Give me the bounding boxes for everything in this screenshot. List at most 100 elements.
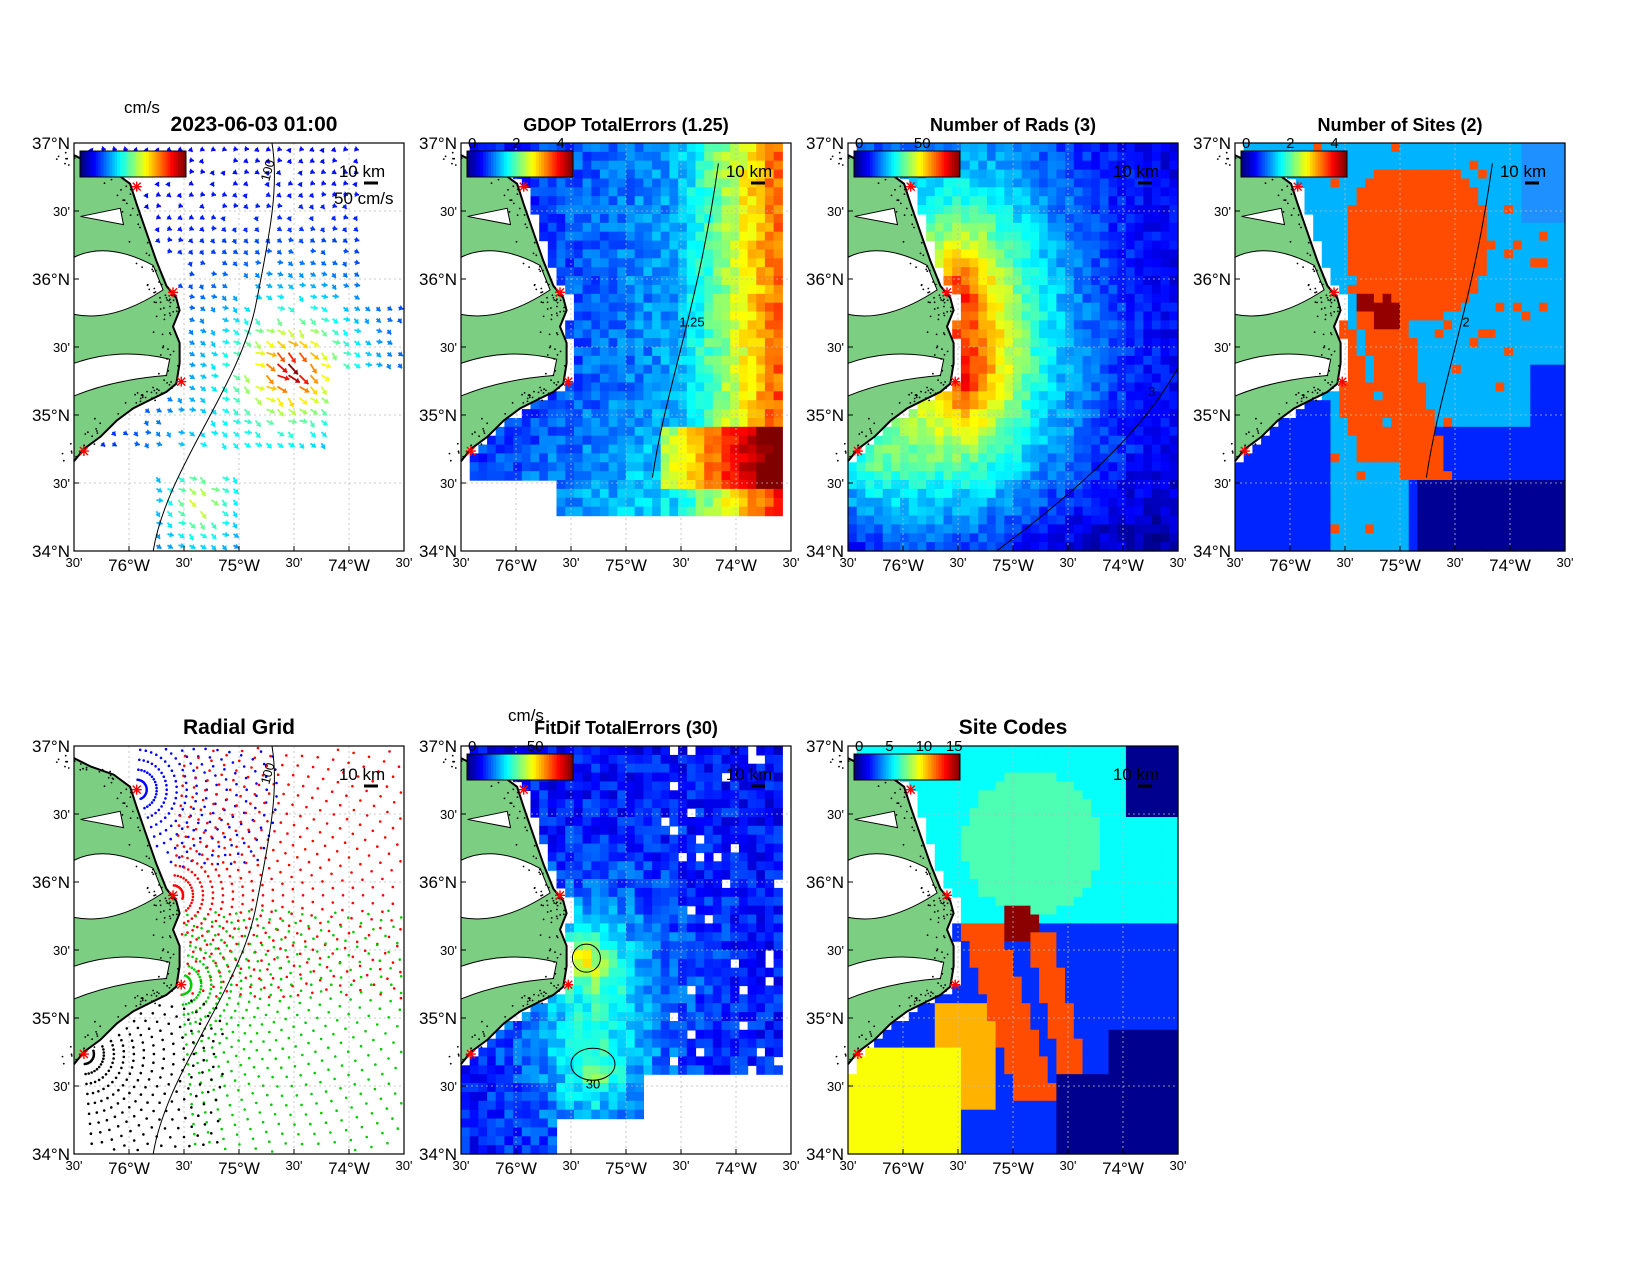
- site-marker: [905, 181, 916, 192]
- inlet: [80, 810, 125, 829]
- lon-label: 76°W: [882, 1159, 924, 1178]
- panel-frame: [460, 142, 792, 552]
- timestamp-title: 2023-06-03 01:00: [171, 113, 338, 136]
- lat-label: 34°N: [419, 1145, 457, 1164]
- lat-label: 30': [440, 204, 457, 219]
- lat-label: 30': [827, 204, 844, 219]
- panel-frame: [847, 745, 1179, 1155]
- lat-label: 37°N: [419, 134, 457, 153]
- lon-label: 75°W: [992, 1159, 1034, 1178]
- scale-bar-label: 10 km: [1113, 162, 1159, 181]
- inlet: [1241, 207, 1286, 226]
- site-marker: [852, 446, 863, 457]
- site-marker: [131, 181, 142, 192]
- contour-label: 1.25: [679, 315, 704, 330]
- lat-label: 36°N: [1193, 270, 1231, 289]
- contour-line: [996, 367, 1179, 552]
- contour-line: [570, 1047, 616, 1081]
- site-marker: [950, 376, 961, 387]
- lat-label: 34°N: [806, 542, 844, 561]
- lon-label: 30': [1060, 555, 1077, 570]
- site-marker: [465, 1049, 476, 1060]
- site-marker: [131, 784, 142, 795]
- lon-label: 76°W: [108, 1159, 150, 1178]
- lat-label: 30': [53, 807, 70, 822]
- lon-label: 76°W: [882, 556, 924, 575]
- lon-label: 30': [286, 1158, 303, 1173]
- site-marker: [555, 890, 565, 901]
- lat-label: 30': [827, 340, 844, 355]
- colorbar: [853, 753, 961, 781]
- lat-label: 36°N: [806, 270, 844, 289]
- scale-bar-label: 10 km: [1500, 162, 1546, 181]
- lat-label: 37°N: [32, 134, 70, 153]
- scale-bar-label: 10 km: [339, 765, 385, 784]
- panel-frame: [460, 745, 792, 1155]
- site-marker: [518, 784, 529, 795]
- lat-label: 37°N: [419, 737, 457, 756]
- lon-label: 30': [1227, 555, 1244, 570]
- lat-label: 30': [827, 476, 844, 491]
- site-marker: [176, 376, 187, 387]
- lon-label: 74°W: [715, 1159, 757, 1178]
- lon-label: 30': [563, 1158, 580, 1173]
- inlet: [467, 810, 512, 829]
- contour-label: 2: [1462, 315, 1469, 330]
- lat-label: 30': [440, 943, 457, 958]
- lat-label: 34°N: [806, 1145, 844, 1164]
- lat-label: 34°N: [1193, 542, 1231, 561]
- inlet: [854, 810, 899, 829]
- lat-label: 35°N: [419, 1009, 457, 1028]
- lat-label: 35°N: [1193, 406, 1231, 425]
- site-marker: [176, 979, 187, 990]
- panel-title: Number of Rads (3): [930, 115, 1096, 135]
- panel-title: Radial Grid: [183, 716, 295, 739]
- lon-label: 74°W: [1102, 1159, 1144, 1178]
- pamlico-sound: [73, 853, 164, 920]
- inlet: [80, 207, 125, 226]
- panel-frame: [73, 142, 405, 552]
- site-marker: [1337, 376, 1348, 387]
- lat-label: 37°N: [1193, 134, 1231, 153]
- lon-label: 30': [1557, 555, 1574, 570]
- contour-line: [1425, 163, 1493, 478]
- site-marker: [950, 979, 961, 990]
- site-marker: [1239, 446, 1250, 457]
- lon-label: 75°W: [605, 1159, 647, 1178]
- site-marker: [905, 784, 916, 795]
- lon-label: 30': [1170, 1158, 1187, 1173]
- panel-frame: [1234, 142, 1566, 552]
- lon-label: 30': [563, 555, 580, 570]
- panel-frame: [73, 745, 405, 1155]
- scale-bar-label: 10 km: [726, 765, 772, 784]
- lat-label: 30': [1214, 476, 1231, 491]
- lat-label: 35°N: [806, 1009, 844, 1028]
- lon-label: 74°W: [1489, 556, 1531, 575]
- site-marker: [465, 446, 476, 457]
- coastline: [460, 757, 568, 1065]
- lat-label: 35°N: [32, 1009, 70, 1028]
- lon-label: 30': [840, 1158, 857, 1173]
- site-marker: [942, 287, 952, 298]
- lon-label: 30': [396, 555, 413, 570]
- lon-label: 74°W: [715, 556, 757, 575]
- pamlico-sound: [460, 853, 551, 920]
- lon-label: 30': [66, 1158, 83, 1173]
- lon-label: 76°W: [495, 1159, 537, 1178]
- panel-frame: [847, 142, 1179, 552]
- coastline: [73, 757, 181, 1065]
- site-marker: [555, 287, 565, 298]
- lon-label: 30': [840, 555, 857, 570]
- lon-label: 30': [1447, 555, 1464, 570]
- site-marker: [1329, 287, 1339, 298]
- coastline: [1234, 154, 1342, 462]
- lon-label: 30': [286, 555, 303, 570]
- pamlico-sound: [460, 250, 551, 317]
- pamlico-sound: [847, 853, 938, 920]
- lat-label: 30': [53, 204, 70, 219]
- site-marker: [78, 446, 89, 457]
